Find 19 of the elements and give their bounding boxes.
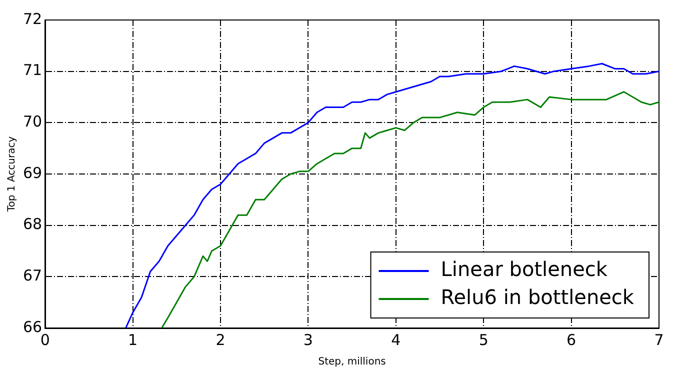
y-axis-title: Top 1 Accuracy bbox=[6, 136, 18, 213]
y-tick-label: 66 bbox=[22, 318, 42, 336]
y-tick-label: 69 bbox=[22, 164, 42, 182]
x-tick-label: 0 bbox=[40, 330, 50, 349]
legend-label: Relu6 in bottleneck bbox=[440, 285, 634, 310]
x-tick-label: 2 bbox=[216, 330, 226, 349]
x-tick-label: 6 bbox=[566, 330, 576, 349]
x-tick-label: 1 bbox=[128, 330, 138, 349]
legend-label: Linear botleneck bbox=[440, 257, 608, 282]
x-tick-label: 7 bbox=[654, 330, 664, 349]
y-tick-label: 72 bbox=[22, 10, 42, 28]
y-tick-label: 67 bbox=[22, 266, 42, 285]
x-tick-label: 3 bbox=[303, 330, 313, 349]
x-tick-label: 5 bbox=[478, 330, 488, 349]
y-tick-label: 68 bbox=[22, 215, 42, 234]
y-tick-label: 70 bbox=[22, 112, 42, 131]
x-axis-title: Step, millions bbox=[318, 356, 386, 368]
y-tick-label: 71 bbox=[22, 61, 42, 80]
x-tick-label: 4 bbox=[391, 330, 401, 349]
